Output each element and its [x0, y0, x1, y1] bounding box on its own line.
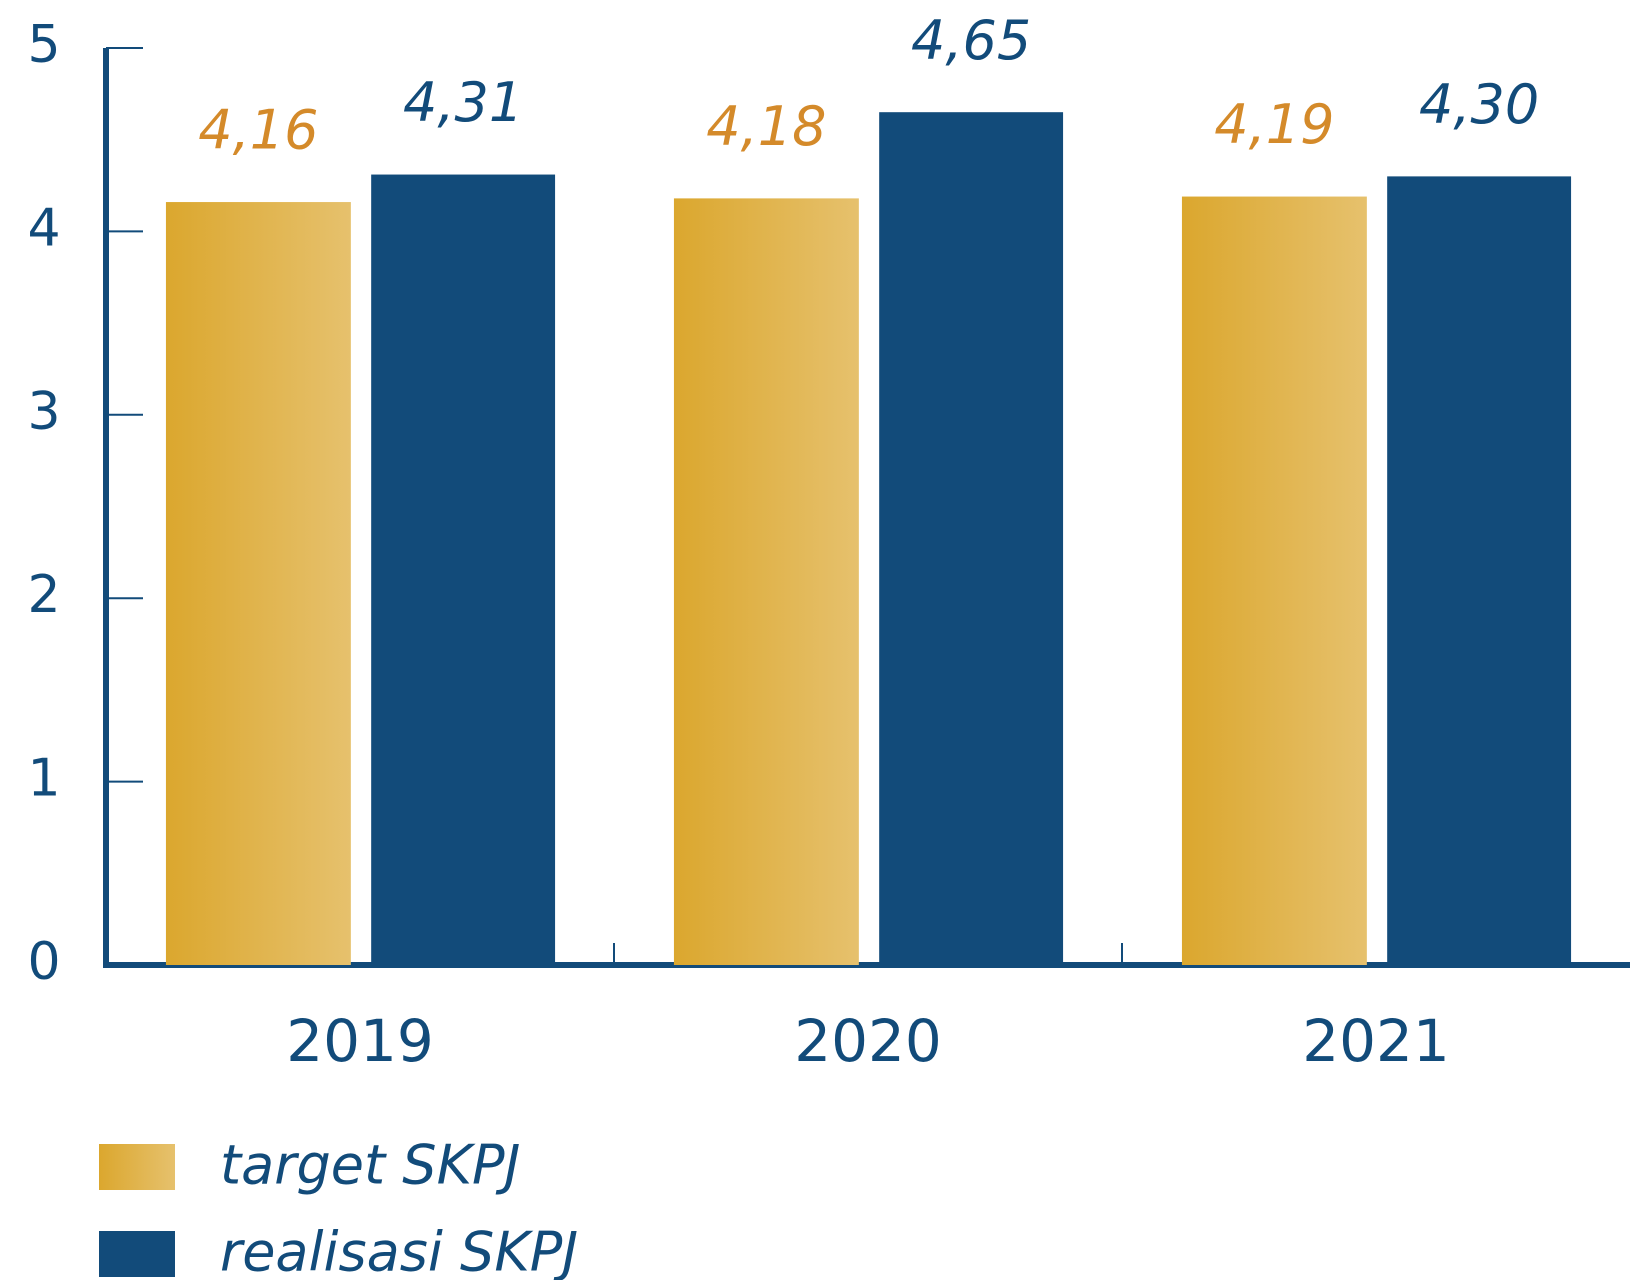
data-label: 4,19: [1214, 93, 1334, 156]
bar: [1181, 196, 1367, 965]
legend-swatch: [99, 1231, 175, 1277]
data-label: 4,31: [403, 71, 523, 134]
legend-label: realisasi SKPJ: [220, 1221, 578, 1280]
x-tick-label: 2020: [794, 1007, 942, 1075]
data-label: 4,18: [706, 95, 826, 158]
y-tick-label: 3: [27, 382, 60, 442]
y-tick-label: 4: [27, 198, 60, 258]
legend-label: target SKPJ: [220, 1134, 520, 1197]
x-tick-label: 2021: [1302, 1007, 1450, 1075]
bar: [165, 202, 351, 965]
bar: [371, 174, 556, 965]
data-label: 4,65: [911, 9, 1031, 72]
bar: [673, 198, 859, 965]
legend-swatch: [99, 1144, 175, 1190]
data-label: 4,30: [1419, 73, 1539, 136]
x-tick-label: 2019: [286, 1007, 434, 1075]
y-tick-label: 5: [27, 15, 60, 75]
y-tick-label: 1: [27, 749, 60, 809]
bar: [879, 112, 1064, 965]
data-label: 4,16: [198, 99, 318, 162]
y-tick-label: 2: [27, 565, 60, 625]
y-tick-label: 0: [27, 932, 60, 992]
bar: [1387, 176, 1572, 965]
